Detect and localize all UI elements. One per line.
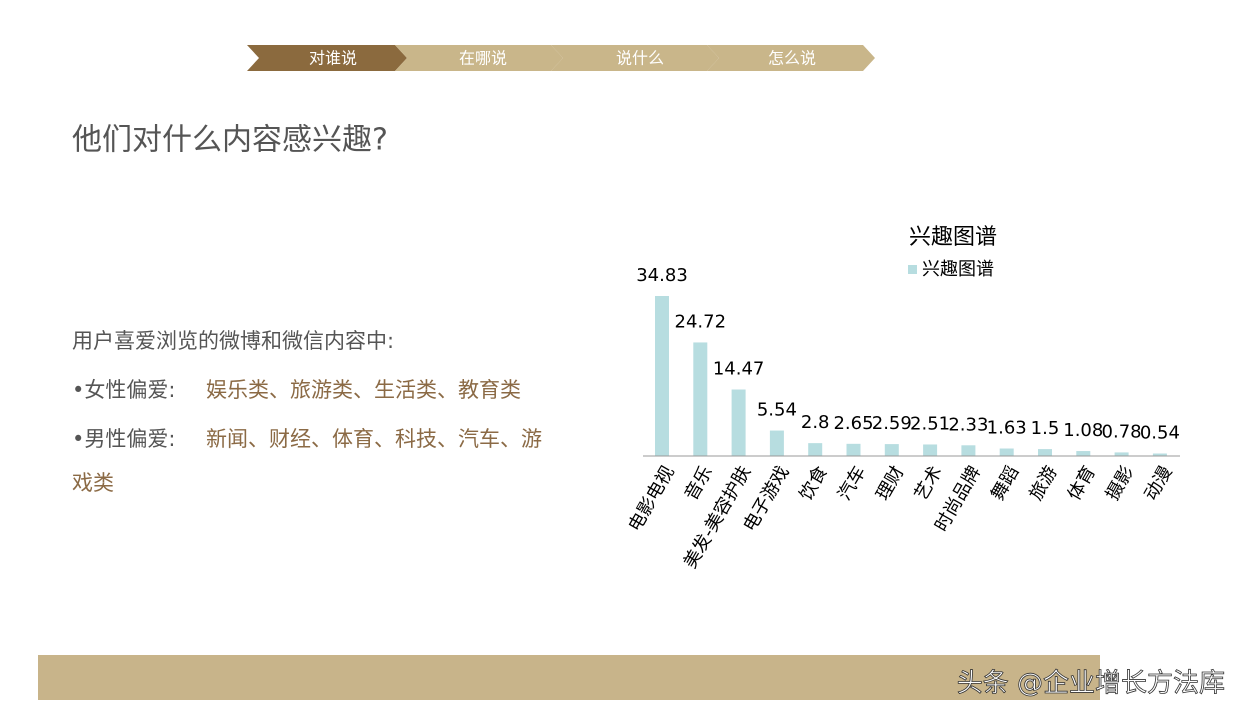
nav: 对谁说 在哪说 说什么 怎么说 xyxy=(247,45,875,71)
bar xyxy=(769,430,784,456)
x-tick-label: 动漫 xyxy=(1140,463,1176,505)
value-label: 0.78 xyxy=(1102,421,1142,442)
value-label: 2.59 xyxy=(872,413,912,434)
value-label: 2.51 xyxy=(910,413,950,434)
nav-step[interactable] xyxy=(551,45,719,71)
value-label: 2.65 xyxy=(833,413,873,434)
watermark: 头条 @企业增长方法库 xyxy=(957,669,1225,699)
male-items: 新闻、财经、体育、科技、汽车、游 xyxy=(206,427,542,451)
value-label: 5.54 xyxy=(757,400,797,421)
bar xyxy=(731,389,746,456)
bar xyxy=(655,296,669,456)
x-tick-label: 摄影 xyxy=(1102,463,1138,505)
nav-step[interactable] xyxy=(395,45,563,71)
nav-label[interactable]: 怎么说 xyxy=(768,49,816,68)
x-tick-label: 电影电视 xyxy=(624,463,678,536)
male-label: •男性偏爱: xyxy=(72,427,175,451)
bar xyxy=(808,443,823,456)
value-label: 0.54 xyxy=(1140,423,1180,444)
male-items: 戏类 xyxy=(72,471,114,495)
female-label: •女性偏爱: xyxy=(72,378,175,402)
female-items: 娱乐类、旅游类、生活类、教育类 xyxy=(206,378,521,402)
value-label: 2.8 xyxy=(801,412,830,433)
nav-label[interactable]: 说什么 xyxy=(616,49,664,68)
value-label: 34.83 xyxy=(636,265,688,286)
chart: 兴趣图谱 兴趣图谱34.83电影电视24.72音乐14.47美发-美容护肤5.5… xyxy=(624,225,1180,572)
x-tick-label: 旅游 xyxy=(1025,463,1061,505)
value-label: 2.33 xyxy=(948,414,988,435)
legend-swatch xyxy=(908,265,917,274)
value-label: 24.72 xyxy=(675,311,727,332)
x-tick-label: 体育 xyxy=(1064,463,1100,505)
nav-step-active[interactable] xyxy=(247,45,407,71)
value-label: 1.63 xyxy=(987,418,1027,439)
bar xyxy=(923,444,938,456)
x-tick-label: 舞蹈 xyxy=(987,462,1023,504)
bar xyxy=(1152,453,1167,456)
bar xyxy=(999,448,1014,456)
x-tick-label: 饮食 xyxy=(796,463,832,505)
heading: 他们对什么内容感兴趣? xyxy=(72,123,388,158)
nav-label[interactable]: 对谁说 xyxy=(309,49,357,68)
value-label: 1.08 xyxy=(1063,420,1103,441)
bar xyxy=(1038,449,1052,456)
bar xyxy=(846,443,861,456)
bar xyxy=(1076,451,1091,456)
value-label: 14.47 xyxy=(713,359,765,380)
legend-label: 兴趣图谱 xyxy=(922,259,994,280)
bar xyxy=(961,445,976,456)
bar xyxy=(884,444,899,456)
value-label: 1.5 xyxy=(1031,418,1060,439)
nav-label[interactable]: 在哪说 xyxy=(459,49,507,68)
x-tick-label: 汽车 xyxy=(834,463,870,505)
nav-step[interactable] xyxy=(707,45,875,71)
bar xyxy=(1114,452,1129,456)
footer-bar xyxy=(38,655,1100,700)
bar xyxy=(693,342,708,456)
x-tick-label: 理财 xyxy=(872,463,908,505)
x-tick-label: 艺术 xyxy=(911,463,947,505)
intro: 用户喜爱浏览的微博和微信内容中: xyxy=(72,329,394,353)
x-tick-label: 音乐 xyxy=(681,463,717,505)
chart-title: 兴趣图谱 xyxy=(909,225,997,250)
